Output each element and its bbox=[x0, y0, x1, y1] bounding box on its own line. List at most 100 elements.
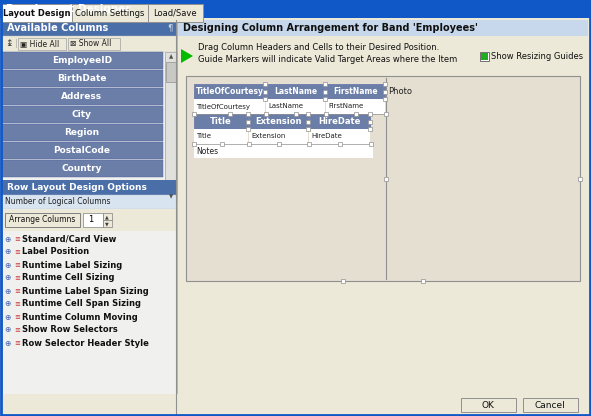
Bar bbox=[72, 4, 148, 22]
Text: Runtime Column Moving: Runtime Column Moving bbox=[22, 312, 138, 322]
Text: Show Resizing Guides: Show Resizing Guides bbox=[491, 52, 583, 61]
Bar bbox=[194, 129, 248, 144]
Bar bbox=[2, 36, 177, 52]
Bar bbox=[246, 112, 250, 116]
Bar bbox=[2, 70, 163, 87]
Bar bbox=[323, 97, 327, 101]
Text: Region: Region bbox=[64, 128, 99, 137]
Bar bbox=[263, 97, 267, 101]
Text: ≡: ≡ bbox=[14, 314, 20, 320]
Bar bbox=[2, 20, 177, 414]
Text: ▲: ▲ bbox=[169, 54, 173, 59]
Bar bbox=[461, 398, 516, 412]
Bar bbox=[194, 144, 373, 158]
Bar bbox=[384, 112, 388, 116]
Bar bbox=[2, 52, 163, 69]
Bar bbox=[103, 220, 112, 227]
Text: FirstName: FirstName bbox=[333, 87, 378, 96]
Bar bbox=[309, 129, 370, 144]
Bar bbox=[323, 89, 327, 94]
Bar bbox=[2, 160, 163, 177]
Text: ⊕: ⊕ bbox=[4, 300, 11, 309]
Text: ⊕: ⊕ bbox=[4, 273, 11, 282]
Text: BirthDate: BirthDate bbox=[57, 74, 107, 83]
Polygon shape bbox=[181, 49, 193, 63]
Bar bbox=[326, 99, 385, 114]
Bar bbox=[523, 398, 578, 412]
Text: Notes: Notes bbox=[196, 146, 218, 156]
Bar bbox=[178, 36, 588, 76]
Text: Row Selector Header Style: Row Selector Header Style bbox=[22, 339, 149, 347]
Text: Extension: Extension bbox=[255, 117, 302, 126]
Text: OK: OK bbox=[482, 401, 495, 409]
Bar bbox=[2, 4, 72, 22]
Text: Layout Design: Layout Design bbox=[3, 8, 71, 17]
Bar bbox=[228, 112, 232, 116]
Bar bbox=[246, 119, 250, 124]
Bar bbox=[5, 213, 80, 227]
Text: TitleOfCourtesy: TitleOfCourtesy bbox=[196, 104, 250, 109]
Bar bbox=[263, 82, 267, 86]
Text: Title: Title bbox=[196, 134, 211, 139]
Text: ≡: ≡ bbox=[14, 249, 20, 255]
Bar bbox=[2, 106, 163, 123]
Text: Available Columns: Available Columns bbox=[7, 23, 108, 33]
Text: ⊕: ⊕ bbox=[4, 312, 11, 322]
Text: ⊕: ⊕ bbox=[4, 325, 11, 334]
Text: LastName: LastName bbox=[274, 87, 317, 96]
Bar bbox=[368, 119, 372, 124]
Bar bbox=[383, 89, 387, 94]
Text: HireDate: HireDate bbox=[311, 134, 342, 139]
Text: ≡: ≡ bbox=[14, 340, 20, 346]
Bar bbox=[341, 279, 345, 283]
Text: Runtime Label Sizing: Runtime Label Sizing bbox=[22, 260, 122, 270]
Text: Load/Save: Load/Save bbox=[153, 8, 197, 17]
Bar bbox=[186, 76, 580, 281]
Text: ⊠ Show All: ⊠ Show All bbox=[70, 40, 111, 49]
Bar bbox=[354, 112, 358, 116]
Text: Label Position: Label Position bbox=[22, 248, 89, 257]
Bar bbox=[306, 119, 310, 124]
Text: Guide Markers will indicate Valid Target Areas where the Item: Guide Markers will indicate Valid Target… bbox=[198, 55, 457, 64]
Bar bbox=[323, 82, 327, 86]
Bar bbox=[481, 53, 488, 60]
Text: Country: Country bbox=[61, 164, 102, 173]
Bar bbox=[247, 142, 251, 146]
Text: Extension: Extension bbox=[251, 134, 285, 139]
Text: ↨: ↨ bbox=[5, 40, 12, 49]
Text: Address: Address bbox=[61, 92, 103, 101]
Text: Show Row Selectors: Show Row Selectors bbox=[22, 325, 118, 334]
Text: City: City bbox=[72, 110, 92, 119]
Bar bbox=[369, 142, 373, 146]
Bar bbox=[338, 142, 342, 146]
Bar bbox=[383, 97, 387, 101]
Text: ≡: ≡ bbox=[14, 327, 20, 333]
Text: Designing Column Arrangement for Band 'Employees': Designing Column Arrangement for Band 'E… bbox=[183, 23, 478, 33]
Bar bbox=[148, 4, 203, 22]
Text: Row Layout Design Options: Row Layout Design Options bbox=[7, 183, 147, 192]
Bar bbox=[2, 209, 177, 231]
Text: Row Layout Designer: Row Layout Designer bbox=[6, 4, 131, 14]
Bar bbox=[246, 127, 250, 131]
Bar bbox=[324, 112, 328, 116]
Bar bbox=[192, 112, 196, 116]
Text: Standard/Card View: Standard/Card View bbox=[22, 235, 116, 243]
Text: ▼: ▼ bbox=[105, 221, 109, 226]
Text: HireDate: HireDate bbox=[319, 117, 361, 126]
Bar bbox=[18, 38, 66, 50]
Bar bbox=[368, 112, 372, 116]
Bar bbox=[266, 99, 325, 114]
Text: ⊕: ⊕ bbox=[4, 339, 11, 347]
Bar bbox=[103, 213, 112, 220]
Bar bbox=[83, 213, 103, 227]
Text: EmployeeID: EmployeeID bbox=[52, 56, 112, 65]
Bar bbox=[578, 176, 582, 181]
Bar bbox=[192, 142, 196, 146]
Bar bbox=[309, 114, 370, 129]
Text: Number of Logical Columns: Number of Logical Columns bbox=[5, 198, 111, 206]
Bar bbox=[2, 180, 177, 195]
Text: ≡: ≡ bbox=[14, 236, 20, 242]
Bar bbox=[421, 279, 425, 283]
Text: Photo: Photo bbox=[388, 87, 412, 96]
Bar bbox=[68, 38, 120, 50]
